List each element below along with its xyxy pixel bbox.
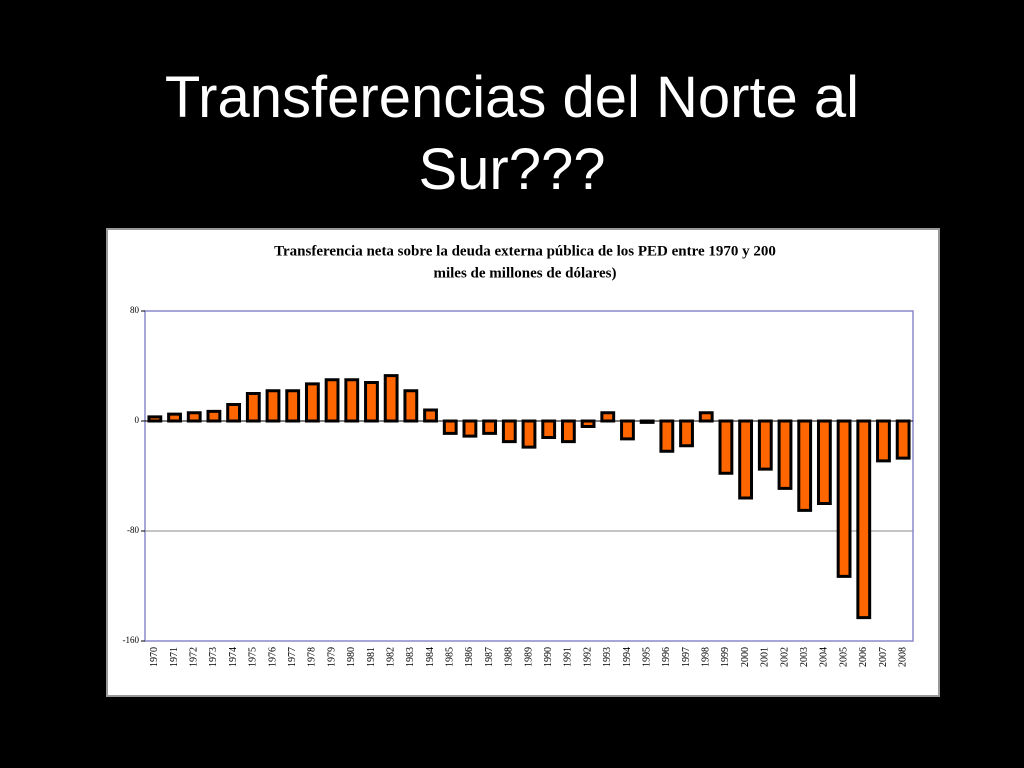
- bar: [718, 419, 734, 475]
- bar: [659, 419, 675, 453]
- x-tick-label: 1975: [248, 647, 259, 667]
- bar: [245, 392, 261, 423]
- x-tick-label: 1999: [720, 647, 731, 667]
- bar: [738, 419, 754, 500]
- chart-panel: [106, 228, 940, 697]
- bar: [639, 419, 655, 424]
- y-tick-label: 0: [135, 415, 140, 425]
- x-tick-label: 1983: [405, 647, 416, 667]
- bar: [836, 419, 852, 578]
- x-tick-label: 1992: [582, 647, 593, 667]
- bar: [147, 415, 163, 423]
- y-tick-label: 80: [130, 305, 140, 315]
- x-tick-label: 1982: [385, 647, 396, 667]
- x-tick-label: 1974: [228, 647, 239, 667]
- bar: [423, 408, 438, 423]
- bar: [462, 419, 478, 438]
- x-tick-label: 1981: [366, 647, 377, 667]
- x-tick-label: 2000: [740, 647, 751, 667]
- x-tick-label: 2004: [819, 647, 830, 667]
- bar: [403, 389, 419, 423]
- x-tick-label: 2003: [799, 647, 810, 667]
- bar: [876, 419, 891, 463]
- x-tick-label: 2002: [779, 647, 790, 667]
- x-tick-label: 1998: [701, 647, 712, 667]
- y-tick-label: -80: [127, 525, 139, 535]
- bar: [265, 389, 281, 423]
- bar: [777, 419, 793, 490]
- bar: [856, 419, 872, 620]
- x-tick-label: 1978: [307, 647, 318, 667]
- bar: [698, 411, 714, 423]
- bar: [324, 378, 340, 423]
- bar: [442, 419, 458, 435]
- bar: [304, 382, 320, 423]
- chart-title: Transferencia neta sobre la deuda extern…: [274, 243, 776, 259]
- x-tick-label: 1988: [504, 647, 515, 667]
- x-tick-label: 2001: [760, 647, 771, 667]
- bar: [285, 389, 301, 423]
- bar: [482, 419, 498, 435]
- x-tick-label: 1977: [287, 647, 298, 667]
- y-tick-label: -160: [123, 635, 140, 645]
- slide-title: Transferencias del Norte al Sur???: [164, 65, 860, 202]
- x-tick-label: 1991: [563, 647, 574, 667]
- x-tick-label: 1987: [484, 647, 495, 667]
- x-tick-label: 1996: [661, 647, 672, 667]
- x-tick-label: 1976: [267, 647, 278, 667]
- x-tick-label: 1997: [681, 647, 692, 667]
- bar: [167, 412, 182, 423]
- bar: [206, 409, 222, 423]
- x-tick-label: 1985: [445, 647, 456, 667]
- x-tick-label: 2005: [838, 647, 849, 667]
- bar: [620, 419, 635, 441]
- x-tick-label: 2006: [858, 647, 869, 667]
- plot-area: [144, 310, 914, 642]
- bar: [541, 419, 557, 439]
- x-tick-label: 1973: [208, 647, 219, 667]
- bar: [580, 419, 596, 428]
- x-tick-label: 1993: [602, 647, 613, 667]
- bar: [383, 374, 399, 423]
- x-tick-label: 1984: [425, 647, 436, 667]
- bar: [757, 419, 773, 471]
- x-tick-label: 1980: [346, 647, 357, 667]
- x-tick-label: 1989: [523, 647, 534, 667]
- bar: [226, 403, 242, 423]
- x-tick-label: 1986: [464, 647, 475, 667]
- x-tick-label: 1994: [622, 647, 633, 667]
- bar: [797, 419, 813, 512]
- bar: [816, 419, 832, 505]
- x-tick-label: 1972: [189, 647, 200, 667]
- bar: [560, 419, 576, 444]
- bar: [364, 381, 379, 423]
- x-tick-label: 1990: [543, 647, 554, 667]
- bar: [186, 411, 202, 423]
- x-tick-label: 1995: [641, 647, 652, 667]
- bar: [501, 419, 517, 444]
- bar: [521, 419, 537, 449]
- x-tick-label: 2008: [897, 647, 908, 667]
- bar: [895, 419, 911, 460]
- bar: [679, 419, 694, 448]
- x-tick-label: 1970: [149, 647, 160, 667]
- x-tick-label: 1971: [169, 647, 180, 667]
- bar: [600, 411, 616, 423]
- x-tick-label: 1979: [326, 647, 337, 667]
- x-tick-label: 2007: [878, 647, 889, 667]
- bar: [344, 378, 360, 423]
- chart-subtitle: miles de millones de dólares): [433, 265, 616, 281]
